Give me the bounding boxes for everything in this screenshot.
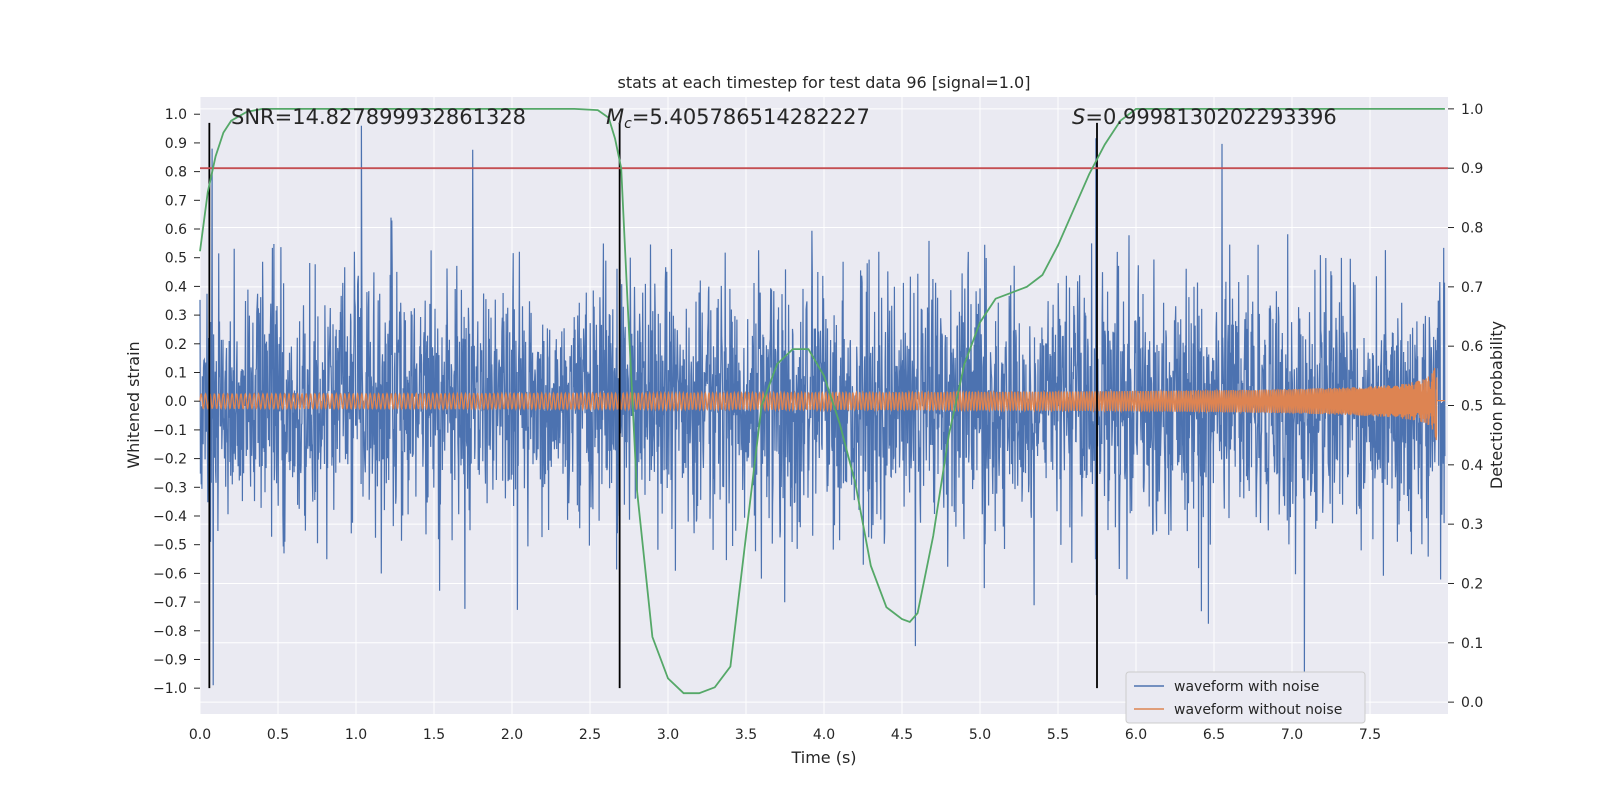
x-tick-label: 6.0: [1125, 727, 1147, 743]
x-tick-label: 1.5: [423, 727, 445, 743]
series-waveform-with-noise: [199, 125, 1446, 686]
y-tick-label: −1.0: [153, 681, 187, 697]
y-tick-label: 0.7: [165, 193, 187, 209]
series-detection-probability: [199, 108, 1445, 695]
y-tick-label: −0.7: [153, 595, 187, 611]
y-tick-label: 0.3: [165, 308, 187, 324]
y2-tick-label: 0.3: [1461, 517, 1483, 533]
legend-label-clean: waveform without noise: [1174, 702, 1342, 718]
y2-tick-label: 1.0: [1461, 102, 1483, 118]
vertical-lines: [208, 122, 1098, 689]
annotation-mc-symbol: M: [606, 105, 624, 129]
x-tick-label: 2.5: [579, 727, 601, 743]
y2-tick-label: 0.6: [1461, 339, 1483, 355]
x-tick-label: 4.0: [813, 727, 835, 743]
x-tick-label: 0.0: [189, 727, 211, 743]
x-tick-label: 5.5: [1047, 727, 1069, 743]
y-axis-ticks: −1.0 −0.9 −0.8 −0.7 −0.6 −0.5 −0.4 −0.3 −0.2 −0.1…: [153, 107, 200, 697]
y-tick-label: −0.1: [153, 423, 187, 439]
y-tick-label: −0.6: [153, 566, 187, 582]
legend-label-noise: waveform with noise: [1174, 679, 1319, 695]
annotation-s: S=0.9998130202293396: [1072, 105, 1337, 129]
x-tick-label: 1.0: [345, 727, 367, 743]
series-waveform-without-noise: [199, 367, 1445, 441]
chirp-trace: [199, 367, 1445, 441]
y-tick-label: −0.2: [153, 452, 187, 468]
y-tick-label: −0.9: [153, 652, 187, 668]
y-tick-label: 0.8: [165, 165, 187, 181]
y-axis-label: Whitened strain: [124, 341, 143, 468]
y-tick-label: 0.0: [165, 394, 187, 410]
y-tick-label: −0.5: [153, 538, 187, 554]
y-tick-label: −0.4: [153, 509, 187, 525]
y2-axis-ticks: 0.0 0.1 0.2 0.3 0.4 0.5 0.6 0.7 0.8 0.9 1.0: [1448, 102, 1483, 711]
annotations: SNR=14.827899932861328 Mc=5.405786514282…: [231, 105, 1337, 132]
x-tick-label: 6.5: [1203, 727, 1225, 743]
y-tick-label: 0.4: [165, 279, 187, 295]
probability-trace: [199, 108, 1445, 695]
y2-tick-label: 0.4: [1461, 458, 1483, 474]
y-tick-label: −0.3: [153, 480, 187, 496]
y2-tick-label: 0.0: [1461, 695, 1483, 711]
y-tick-label: 0.2: [165, 337, 187, 353]
x-tick-label: 2.0: [501, 727, 523, 743]
x-tick-label: 7.5: [1359, 727, 1381, 743]
y-tick-label: 0.9: [165, 136, 187, 152]
x-tick-label: 3.5: [735, 727, 757, 743]
annotation-snr: SNR=14.827899932861328: [231, 105, 526, 129]
y2-tick-label: 0.5: [1461, 399, 1483, 415]
y-tick-label: 1.0: [165, 107, 187, 123]
y-tick-label: 0.6: [165, 222, 187, 238]
annotation-mc: Mc=5.405786514282227: [606, 105, 870, 132]
legend-box: [1125, 671, 1366, 724]
y2-tick-label: 0.9: [1461, 161, 1483, 177]
annotation-mc-subscript: c: [624, 116, 632, 132]
chart-title: stats at each timestep for test data 96 …: [618, 73, 1031, 92]
y2-tick-label: 0.7: [1461, 280, 1483, 296]
y2-tick-label: 0.2: [1461, 576, 1483, 592]
y-tick-label: 0.1: [165, 365, 187, 381]
annotation-s-symbol: S: [1072, 105, 1085, 129]
y2-tick-label: 0.8: [1461, 221, 1483, 237]
x-axis-label: Time (s): [790, 748, 856, 767]
x-tick-label: 7.0: [1281, 727, 1303, 743]
y-tick-label: 0.5: [165, 251, 187, 267]
annotation-s-value: =0.9998130202293396: [1085, 105, 1336, 129]
y2-axis-label: Detection probability: [1487, 321, 1506, 489]
x-axis-ticks: 0.0 0.5 1.0 1.5 2.0 2.5 3.0 3.5 4.0 4.5 5.0 5.5 6.0 6…: [189, 727, 1381, 743]
legend: waveform with noise waveform without noi…: [1125, 671, 1366, 724]
annotation-mc-value: =5.405786514282227: [632, 105, 870, 129]
noise-trace: [199, 125, 1446, 686]
x-tick-label: 0.5: [267, 727, 289, 743]
y2-tick-label: 0.1: [1461, 636, 1483, 652]
x-tick-label: 4.5: [891, 727, 913, 743]
x-tick-label: 3.0: [657, 727, 679, 743]
x-tick-label: 5.0: [969, 727, 991, 743]
y-tick-label: −0.8: [153, 624, 187, 640]
